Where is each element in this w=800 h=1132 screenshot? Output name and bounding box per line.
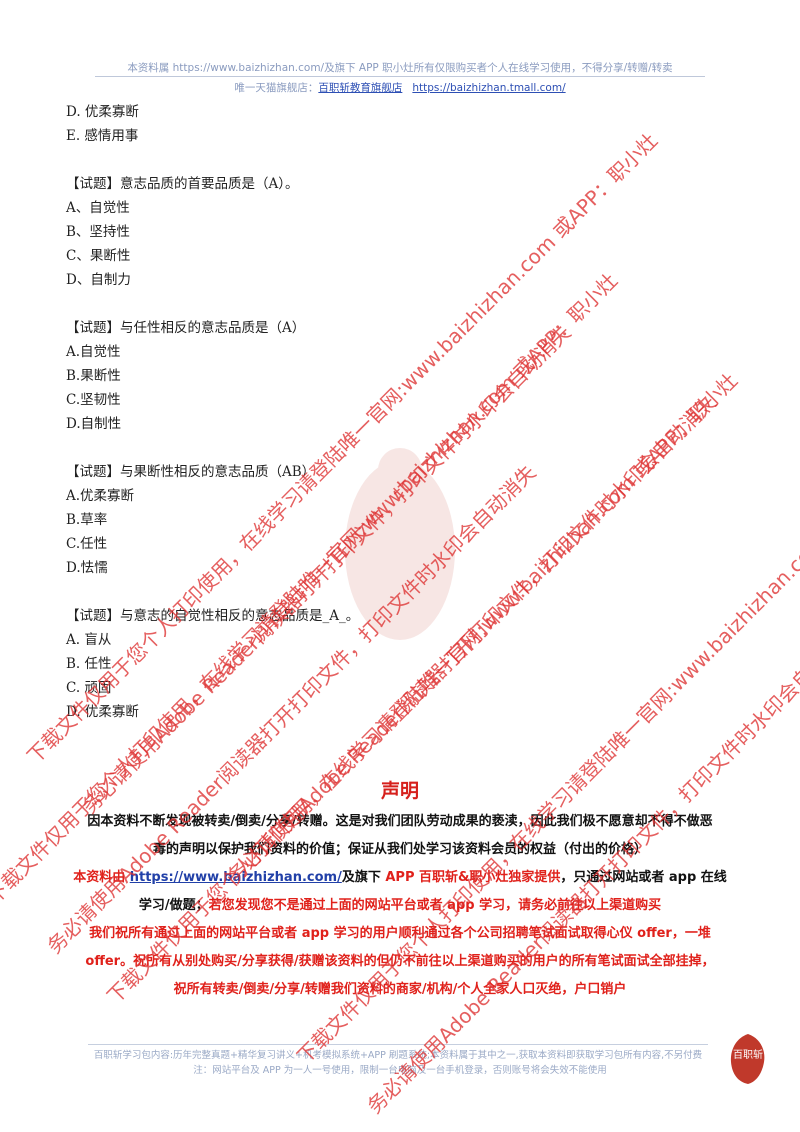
website-link[interactable]: https://www.baizhizhan.com/ <box>129 870 342 885</box>
question-block: 【试题】意志品质的首要品质是（A）。 A、自觉性 B、坚持性 C、果断性 D、自… <box>66 172 746 292</box>
notice-line: 毒的声明以保护我们资料的价值；保证从我们处学习该资料会员的权益（付出的价格） <box>152 842 647 857</box>
option-line: B、坚持性 <box>66 224 130 240</box>
question-block: 【试题】与果断性相反的意志品质（AB） A.优柔寡断 B.草率 C.任性 D.怯… <box>66 460 746 580</box>
option-line: A.自觉性 <box>66 344 121 360</box>
notice-text: 本资料由 <box>73 870 130 885</box>
logo-text: 百职斩 <box>733 1048 763 1061</box>
notice-line: offer。祝所有从别处购买/分享获得/获赠该资料的但仍不前往以上渠道购买的用户… <box>85 954 715 969</box>
question-block: 【试题】与任性相反的意志品质是（A） A.自觉性 B.果断性 C.坚韧性 D.自… <box>66 316 746 436</box>
option-line: C.任性 <box>66 536 108 552</box>
header-store-line: 唯一天猫旗舰店：百职斩教育旗舰店 https://baizhizhan.tmal… <box>0 80 800 95</box>
disclaimer-notice: 声明 因本资料不断发现被转卖/倒卖/分享/转赠。这是对我们团队劳动成果的亵渎，因… <box>40 776 760 1004</box>
option-line: B. 任性 <box>66 656 112 672</box>
question-block: D. 优柔寡断 E. 感情用事 <box>66 100 746 148</box>
notice-text: 学习/做题； <box>138 898 209 913</box>
option-line: A.优柔寡断 <box>66 488 135 504</box>
option-line: D. 优柔寡断 <box>66 104 139 120</box>
brand-logo: 百职斩 <box>730 1034 765 1084</box>
question-block: 【试题】与意志的自觉性相反的意志品质是_A_。 A. 盲从 B. 任性 C. 顽… <box>66 604 746 724</box>
notice-line: 因本资料不断发现被转卖/倒卖/分享/转赠。这是对我们团队劳动成果的亵渎，因此我们… <box>87 814 713 829</box>
header-divider <box>95 76 705 77</box>
option-line: D.怯懦 <box>66 560 108 576</box>
notice-text: APP 百职斩&职小灶独家提供 <box>385 870 561 885</box>
notice-line: 本资料由 https://www.baizhizhan.com/及旗下 APP … <box>40 864 760 892</box>
notice-text: ，只通过网站或者 app 在线 <box>560 870 727 885</box>
header-copyright-notice: 本资料属 https://www.baizhizhan.com/及旗下 APP … <box>127 62 673 74</box>
option-line: C. 顽固 <box>66 680 112 696</box>
option-line: C、果断性 <box>66 248 131 264</box>
option-line: D. 优柔寡断 <box>66 704 139 720</box>
question-stem: 【试题】与任性相反的意志品质是（A） <box>66 320 306 336</box>
option-line: A、自觉性 <box>66 200 130 216</box>
notice-text: 及旗下 <box>341 870 386 885</box>
store-label: 唯一天猫旗舰店： <box>234 82 319 94</box>
option-line: B.草率 <box>66 512 108 528</box>
question-stem: 【试题】意志品质的首要品质是（A）。 <box>66 176 299 192</box>
option-line: C.坚韧性 <box>66 392 121 408</box>
option-line: B.果断性 <box>66 368 121 384</box>
option-line: E. 感情用事 <box>66 128 139 144</box>
notice-text: 若您发现您不是通过上面的网站平台或者 app 学习，请务必前往以上渠道购买 <box>208 898 662 913</box>
notice-line: 学习/做题；若您发现您不是通过上面的网站平台或者 app 学习，请务必前往以上渠… <box>40 892 760 920</box>
option-line: D、自制力 <box>66 272 131 288</box>
question-stem: 【试题】与果断性相反的意志品质（AB） <box>66 464 316 480</box>
option-line: D.自制性 <box>66 416 122 432</box>
footer-package-info: 百职斩学习包内容:历年完整真题+精华复习讲义+机考模拟系统+APP 刷题系统;本… <box>88 1044 708 1061</box>
option-line: A. 盲从 <box>66 632 112 648</box>
notice-title: 声明 <box>380 780 419 802</box>
store-url-link[interactable]: https://baizhizhan.tmall.com/ <box>412 82 566 94</box>
question-stem: 【试题】与意志的自觉性相反的意志品质是_A_。 <box>66 608 360 624</box>
question-content: D. 优柔寡断 E. 感情用事 【试题】意志品质的首要品质是（A）。 A、自觉性… <box>66 100 746 748</box>
footer-account-note: 注：网站平台及 APP 为一人一号使用，限制一台电脑及一台手机登录，否则账号将会… <box>193 1065 607 1076</box>
notice-line: 祝所有转卖/倒卖/分享/转赠我们资料的商家/机构/个人全家人口灭绝，户口销户 <box>173 982 627 997</box>
notice-line: 我们祝所有通过上面的网站平台或者 app 学习的用户顺利通过各个公司招聘笔试面试… <box>89 926 711 941</box>
store-link[interactable]: 百职斩教育旗舰店 <box>318 82 403 94</box>
